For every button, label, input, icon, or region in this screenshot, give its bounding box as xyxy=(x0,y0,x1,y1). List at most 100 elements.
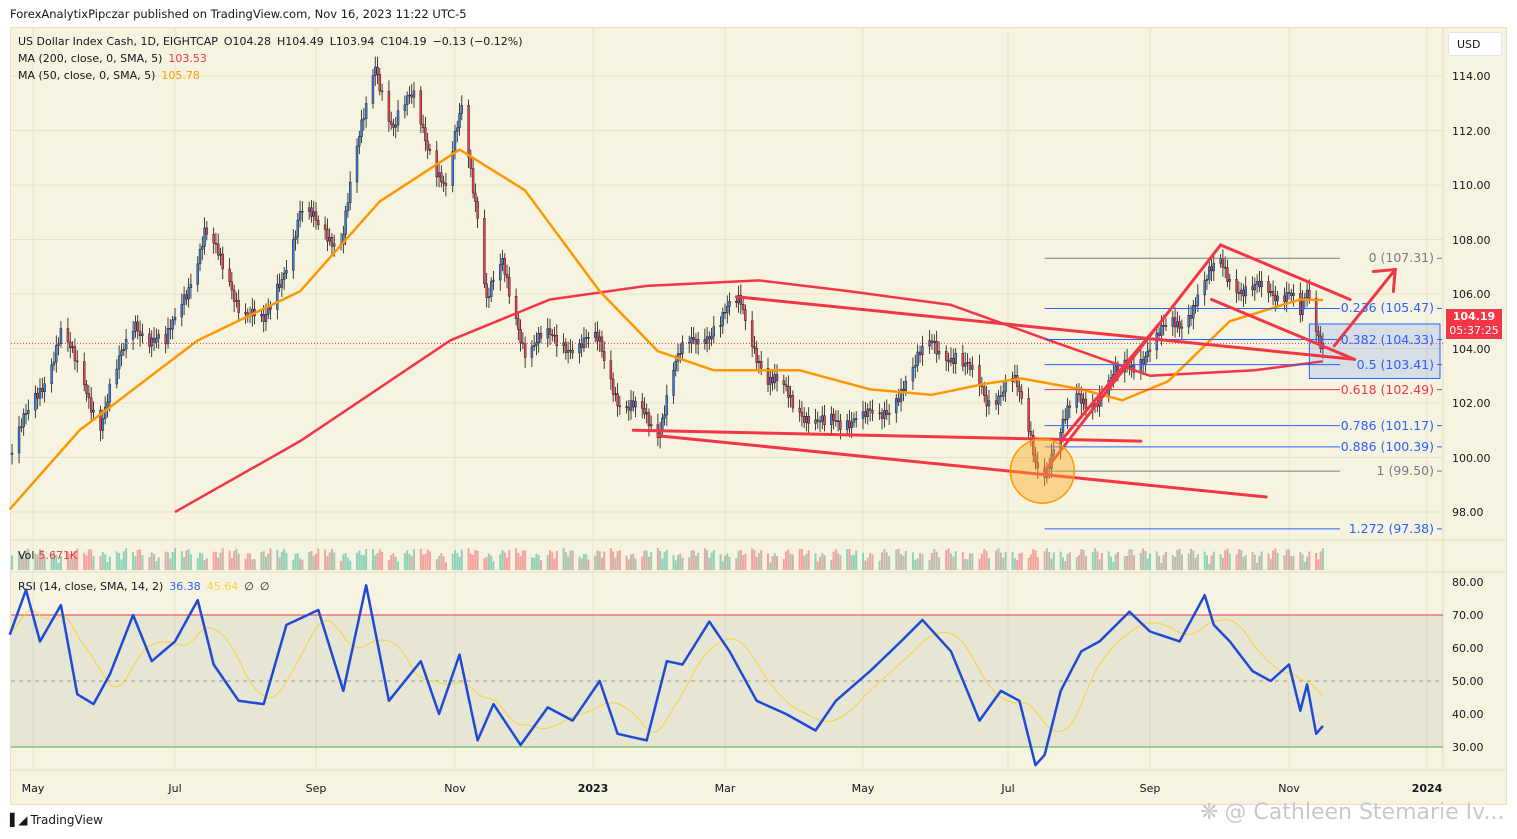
fib-level-label: 1 (99.50) xyxy=(1376,463,1434,479)
candle xyxy=(546,328,549,339)
volume-bar xyxy=(830,559,833,570)
currency-button[interactable]: USD xyxy=(1448,32,1502,56)
ma50-legend[interactable]: MA (50, close, 0, SMA, 5) 105.78 xyxy=(18,69,200,83)
candle xyxy=(609,360,613,380)
volume-bar xyxy=(34,553,37,570)
candle xyxy=(260,314,263,317)
candle xyxy=(937,351,941,355)
candle xyxy=(694,339,698,345)
candle xyxy=(508,277,511,297)
volume-bar xyxy=(371,549,374,570)
candle xyxy=(883,410,886,419)
volume-bar xyxy=(739,549,742,570)
candle xyxy=(692,337,695,340)
volume-bar xyxy=(85,555,88,570)
candle xyxy=(458,113,461,129)
volume-bar xyxy=(987,558,990,570)
candle xyxy=(871,410,874,414)
volume-bar xyxy=(330,549,333,570)
volume-bar xyxy=(688,557,691,570)
time-axis-label: May xyxy=(851,782,875,795)
volume-bar xyxy=(376,553,379,570)
candle xyxy=(802,416,806,423)
candle xyxy=(344,210,347,235)
ma200-legend[interactable]: MA (200, close, 0, SMA, 5) 103.53 xyxy=(18,52,207,66)
volume-bar xyxy=(949,553,952,570)
candle xyxy=(1228,279,1231,282)
candle xyxy=(71,346,74,349)
volume-bar xyxy=(712,550,715,570)
candle xyxy=(582,337,586,348)
candle xyxy=(987,400,991,407)
candle xyxy=(348,181,352,203)
candle xyxy=(217,243,220,256)
symbol-name[interactable]: US Dollar Index Cash, 1D, EIGHTCAP xyxy=(18,35,218,48)
volume-bar xyxy=(1210,555,1213,570)
candle xyxy=(1187,315,1190,328)
candle xyxy=(232,289,236,302)
vol-label: Vol xyxy=(18,549,35,562)
candle xyxy=(899,388,903,403)
candle xyxy=(634,401,637,408)
volume-bar xyxy=(744,553,747,570)
volume-bar xyxy=(650,552,653,570)
candle xyxy=(587,337,590,339)
candle xyxy=(916,351,919,366)
volume-legend[interactable]: Vol 5.671K xyxy=(18,549,77,563)
volume-bar xyxy=(262,551,265,570)
rsi-label: RSI (14, close, SMA, 14, 2) xyxy=(18,580,164,593)
candle xyxy=(571,349,574,354)
volume-bar xyxy=(515,548,518,570)
volume-bar xyxy=(1208,563,1211,570)
candle xyxy=(728,301,731,307)
chart-panel[interactable] xyxy=(10,27,1507,805)
volume-bar xyxy=(1034,550,1037,570)
volume-bar xyxy=(171,551,174,570)
volume-bar xyxy=(1164,551,1167,570)
candle xyxy=(649,424,653,427)
volume-bar xyxy=(1162,554,1165,570)
ma50-value: 105.78 xyxy=(161,69,200,82)
volume-bar xyxy=(916,558,919,570)
volume-bar xyxy=(1098,559,1101,570)
tradingview-logo[interactable]: ▌◢ TradingView xyxy=(10,813,103,827)
volume-bar xyxy=(1253,554,1256,570)
candle xyxy=(141,333,144,337)
volume-bar xyxy=(1187,553,1190,570)
volume-bar xyxy=(1082,549,1085,570)
open-value: O104.28 xyxy=(223,35,272,48)
trendline xyxy=(1059,322,1161,443)
candle xyxy=(1194,305,1197,307)
candle xyxy=(376,66,379,75)
candle xyxy=(17,426,21,454)
candle xyxy=(517,318,520,330)
volume-bar xyxy=(1221,557,1224,570)
candle xyxy=(971,365,974,370)
candle xyxy=(117,355,121,370)
volume-bar xyxy=(703,548,706,570)
volume-bar xyxy=(52,551,55,570)
candle xyxy=(312,211,315,217)
volume-bar xyxy=(1251,551,1254,570)
volume-bar xyxy=(374,555,377,570)
candle xyxy=(755,348,758,363)
volume-bar xyxy=(1144,550,1147,570)
candle xyxy=(310,207,313,217)
candle xyxy=(839,420,842,430)
candle xyxy=(1208,266,1211,280)
volume-bar xyxy=(392,553,395,570)
volume-bar xyxy=(1130,549,1133,570)
candle xyxy=(705,336,709,344)
candle xyxy=(1034,454,1037,463)
candle xyxy=(1157,332,1161,336)
rsi-value: 36.38 xyxy=(169,580,201,593)
volume-bar xyxy=(980,553,983,570)
candle xyxy=(374,66,377,76)
rsi-legend[interactable]: RSI (14, close, SMA, 14, 2) 36.38 45.64 ∅ ∅ xyxy=(18,580,269,594)
candle xyxy=(1176,321,1179,328)
volume-bar xyxy=(930,553,933,570)
candle xyxy=(328,236,331,242)
candle xyxy=(276,283,279,310)
volume-bar xyxy=(519,555,522,570)
